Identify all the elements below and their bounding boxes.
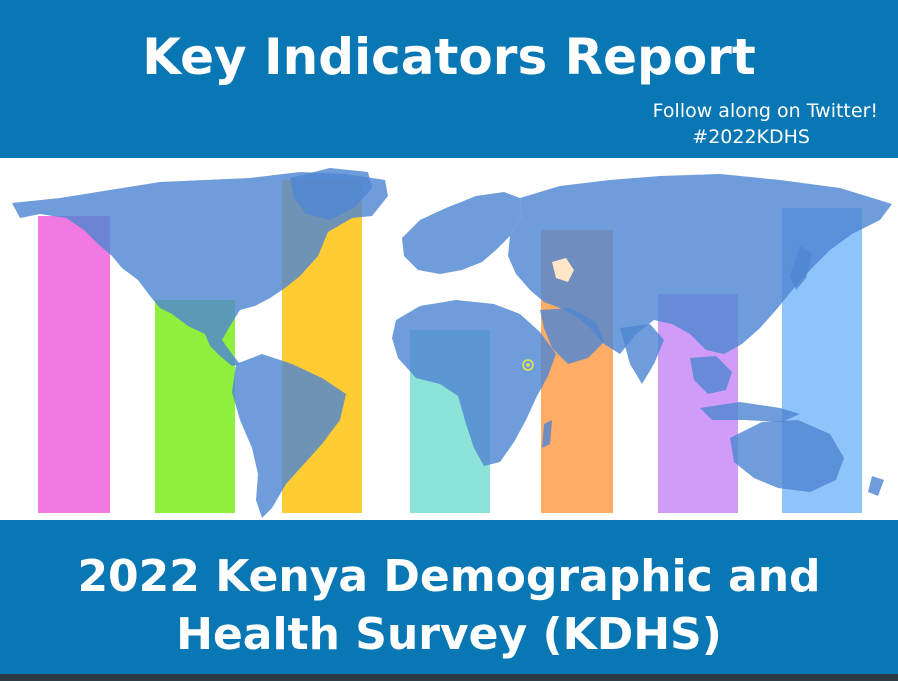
japan-shape [790, 246, 812, 290]
kenya-marker-dot [526, 363, 530, 367]
south-america-shape [232, 354, 346, 518]
kenya-marker-icon [522, 359, 534, 371]
twitter-hashtag: #2022KDHS [692, 126, 810, 148]
greenland-shape [290, 168, 372, 220]
survey-title: 2022 Kenya Demographic and Health Survey… [0, 548, 898, 664]
bar-pink [38, 216, 110, 513]
southeast-asia-shape [690, 356, 732, 394]
footer-banner [0, 520, 898, 681]
africa-shape [392, 300, 556, 466]
indonesia-shape [700, 402, 800, 422]
madagascar-shape [542, 420, 552, 448]
survey-title-line2: Health Survey (KDHS) [176, 609, 722, 660]
central-america-shape [205, 334, 240, 366]
twitter-prompt: Follow along on Twitter! [652, 100, 878, 122]
asia-shape [508, 174, 892, 354]
world-map-graphic [12, 168, 892, 518]
new-zealand-shape [868, 476, 884, 496]
north-america-shape [12, 172, 388, 340]
australia-shape [730, 420, 844, 492]
arabia-shape [540, 308, 604, 364]
survey-title-line1: 2022 Kenya Demographic and [77, 551, 821, 602]
europe-shape [402, 192, 522, 274]
header-banner [0, 0, 898, 158]
continents [12, 168, 892, 518]
world-map-area [0, 158, 898, 520]
report-title: Key Indicators Report [142, 28, 756, 86]
caspian-sea-shape [552, 258, 574, 282]
india-shape [620, 324, 664, 384]
bottom-frame-edge [0, 674, 898, 681]
